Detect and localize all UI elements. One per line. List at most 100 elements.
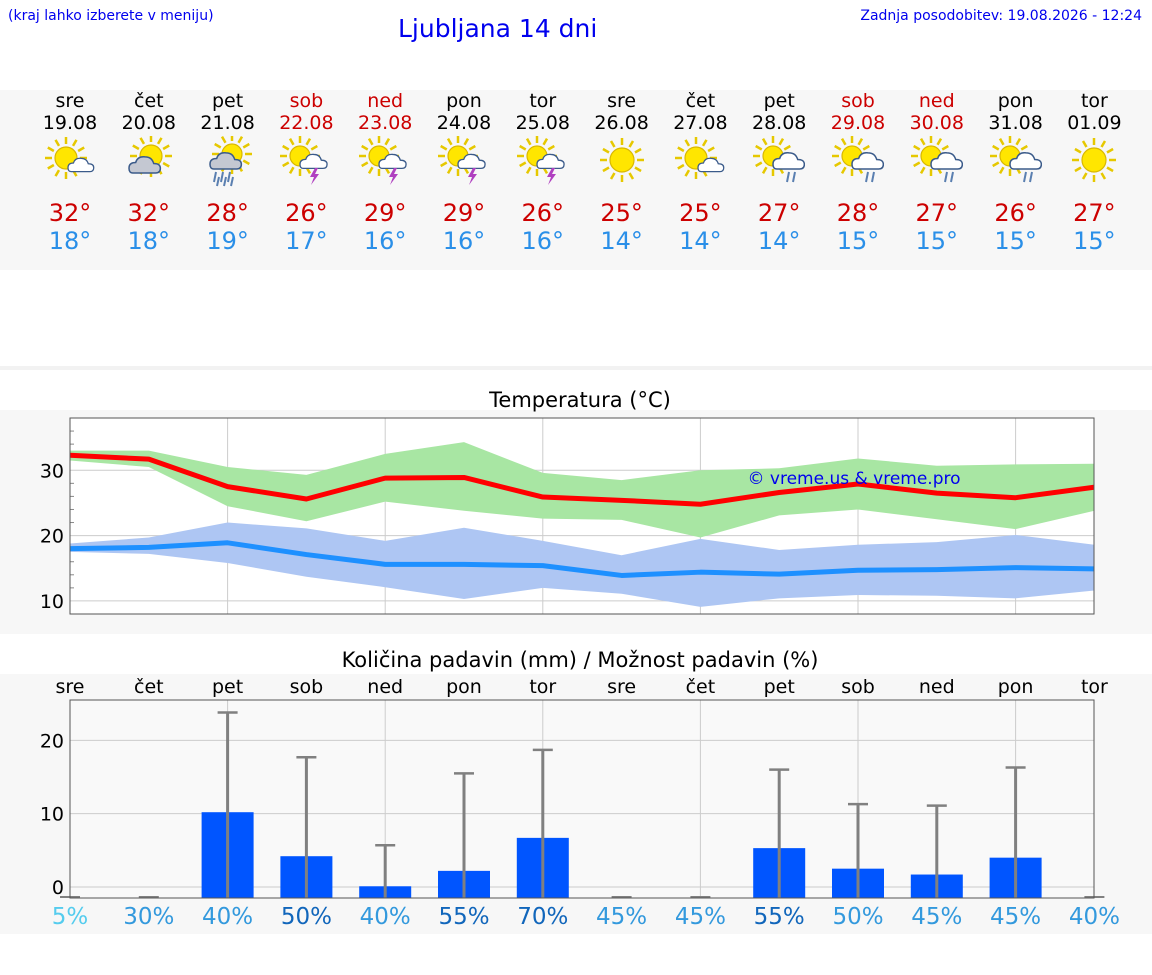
day-date: 29.08	[830, 112, 886, 134]
precip-probability: 30%	[123, 904, 175, 930]
precip-probability: 40%	[359, 904, 411, 930]
temp-max: 28°	[836, 199, 880, 227]
temp-min: 15°	[836, 227, 880, 255]
precip-day-name: pet	[211, 676, 244, 698]
temp-max: 29°	[363, 199, 407, 227]
uncertainty-band	[70, 522, 1095, 607]
precip-day-name: sob	[289, 676, 324, 698]
temp-min: 18°	[127, 227, 171, 255]
temp-min: 18°	[48, 227, 92, 255]
temp-min: 14°	[757, 227, 801, 255]
precip-probability: 55%	[438, 904, 490, 930]
temp-max: 27°	[915, 199, 959, 227]
day-name: pet	[211, 90, 244, 112]
temp-max: 26°	[285, 199, 328, 227]
temperature-chart-title: Temperatura (°C)	[489, 388, 671, 412]
day-name: sre	[607, 90, 637, 112]
sun-rain-icon	[202, 134, 254, 188]
temperature-line	[69, 540, 1095, 578]
sun-cloud-icon	[674, 136, 726, 188]
y-tick-label: 10	[40, 591, 64, 613]
separator-line	[0, 366, 1152, 370]
precip-probability: 5%	[51, 904, 89, 930]
day-name: pon	[997, 90, 1034, 112]
temp-min: 15°	[994, 227, 1037, 255]
precip-probability: 45%	[990, 904, 1042, 930]
watermark: © vreme.us & vreme.pro	[747, 469, 960, 489]
day-date: 24.08	[436, 112, 492, 134]
precipitation-chart-title: Količina padavin (mm) / Možnost padavin …	[341, 648, 819, 672]
temp-min: 16°	[363, 227, 407, 255]
precip-probability: 70%	[517, 904, 569, 930]
sun-thunder-icon	[280, 136, 332, 188]
day-date: 21.08	[200, 112, 255, 134]
precip-probability: 55%	[753, 904, 805, 930]
day-name: tor	[1080, 90, 1108, 112]
day-date: 23.08	[357, 112, 413, 134]
day-date: 19.08	[42, 112, 98, 134]
day-date: 22.08	[279, 112, 334, 134]
precip-day-name: sob	[841, 676, 875, 698]
precip-day-name: ned	[367, 676, 404, 698]
day-name: sob	[841, 90, 875, 112]
y-tick-label: 10	[40, 804, 64, 826]
temp-max: 28°	[206, 199, 249, 227]
plot-frame	[69, 699, 1095, 899]
temp-min: 16°	[442, 227, 486, 255]
uncertainty-band	[70, 442, 1095, 538]
precip-day-name: tor	[1080, 676, 1108, 698]
temp-max: 27°	[757, 199, 801, 227]
day-date: 30.08	[909, 112, 964, 134]
precip-probability: 45%	[911, 904, 963, 930]
day-name: čet	[685, 90, 716, 112]
sun-icon	[1068, 136, 1120, 188]
y-tick-label: 0	[52, 877, 64, 899]
y-tick-label: 20	[40, 526, 64, 548]
precip-day-name: ned	[918, 676, 955, 698]
temp-max: 25°	[679, 199, 722, 227]
temp-min: 14°	[600, 227, 643, 255]
sun-cloud-icon	[44, 136, 96, 188]
temperature-plot: 10 20 30 © vreme.us & vreme.pro	[40, 417, 1095, 615]
precip-probability: 45%	[596, 904, 648, 930]
precip-probability: 50%	[832, 904, 884, 930]
temp-max: 26°	[521, 199, 565, 227]
sun-thunder-icon	[438, 136, 490, 188]
y-tick-label: 20	[40, 730, 64, 752]
day-name: sob	[289, 90, 324, 112]
day-name: tor	[529, 90, 557, 112]
precip-day-name: pet	[763, 676, 795, 698]
last-update: Zadnja posodobitev: 19.08.2026 - 12:24	[860, 8, 1142, 24]
precip-day-name: sre	[55, 676, 85, 698]
day-name: ned	[918, 90, 955, 112]
y-tick-label: 30	[40, 460, 64, 482]
temp-min: 16°	[521, 227, 565, 255]
menu-hint: (kraj lahko izberete v meniju)	[8, 8, 214, 24]
precip-day-name: čet	[685, 676, 716, 698]
temp-max: 32°	[48, 199, 92, 227]
forecast-strip	[0, 90, 1152, 270]
sun-thunder-icon	[359, 136, 411, 188]
day-name: ned	[367, 90, 404, 112]
temp-max: 32°	[127, 199, 171, 227]
sun-icon	[596, 136, 648, 188]
temp-max: 25°	[600, 199, 643, 227]
precip-day-name: pon	[997, 676, 1034, 698]
sun-shower-icon	[989, 136, 1042, 188]
precip-probability: 40%	[202, 904, 254, 930]
precip-probability: 40%	[1068, 904, 1120, 930]
temp-min: 17°	[285, 227, 328, 255]
day-date: 25.08	[515, 112, 570, 134]
page-title: Ljubljana 14 dni	[398, 14, 598, 43]
day-name: sre	[55, 90, 85, 112]
sun-shower-icon	[832, 136, 885, 188]
sun-shower-icon	[910, 136, 963, 188]
temp-min: 15°	[1073, 227, 1116, 255]
day-date: 27.08	[673, 112, 728, 134]
sun-thunder-icon	[516, 136, 569, 188]
day-date: 20.08	[121, 112, 176, 134]
sun-shower-icon	[753, 136, 806, 188]
day-name: pon	[446, 90, 482, 112]
precip-day-name: sre	[607, 676, 637, 698]
precipitation-plot: 0 10 20	[40, 699, 1105, 899]
